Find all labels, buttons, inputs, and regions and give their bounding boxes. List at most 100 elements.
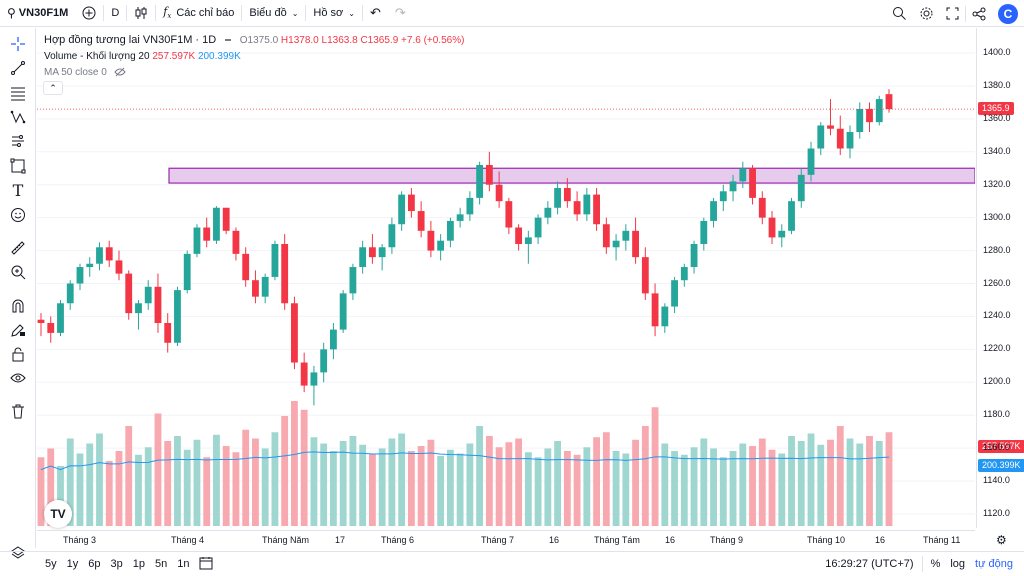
price-axis[interactable]: 1365.9 257.597K 200.399K 1400.0 1380.0 136… — [976, 28, 1024, 528]
candle-body — [135, 303, 142, 314]
quick-search-button[interactable] — [886, 0, 913, 27]
percent-scale-toggle[interactable]: % — [930, 558, 941, 570]
range-button-5y[interactable]: 5y — [45, 558, 57, 570]
log-scale-toggle[interactable]: log — [950, 558, 966, 570]
legend-title[interactable]: Hợp đồng tương lai VN30F1M · 1D — [44, 34, 217, 46]
candle-body — [330, 329, 337, 350]
symbol-search-button[interactable]: ⚲ VN30F1M — [0, 0, 75, 27]
lock-drawings-button[interactable] — [8, 320, 28, 340]
candle-body — [359, 247, 367, 268]
candle-body — [300, 362, 308, 386]
candles-icon — [135, 7, 147, 19]
volume-bar — [700, 438, 708, 526]
chart-type-button[interactable]: Biểu đồ ⌄ — [242, 0, 305, 27]
volume-bar — [76, 453, 84, 526]
volume-bar — [671, 451, 678, 526]
volume-bar — [768, 449, 776, 526]
volume-label[interactable]: Volume - Khối lượng 20 — [44, 51, 150, 62]
volume-bar — [554, 441, 562, 526]
eye-off-icon[interactable] — [113, 67, 126, 77]
date-ranges: 5y 1y 6p 3p 1p 5n 1n — [40, 558, 195, 570]
price-tick-label: 1200.0 — [983, 376, 1011, 387]
volume-bar — [563, 451, 571, 526]
divider — [103, 5, 105, 21]
ma-label[interactable]: MA 50 close 0 — [44, 67, 107, 78]
app-logo[interactable]: C — [992, 0, 1024, 27]
range-button-6p[interactable]: 6p — [88, 558, 101, 570]
fib-tool-button[interactable] — [8, 83, 28, 103]
range-button-3p[interactable]: 3p — [110, 558, 123, 570]
candle-body — [115, 260, 123, 274]
candle-body — [719, 191, 727, 202]
crosshair-icon — [11, 37, 25, 51]
clock-timezone[interactable]: 16:29:27 (UTC+7) — [825, 558, 914, 570]
divider — [155, 5, 157, 21]
range-button-1y[interactable]: 1y — [66, 558, 79, 570]
compare-symbol-button[interactable] — [75, 0, 103, 27]
magnet-tool-button[interactable] — [8, 296, 28, 316]
profile-button[interactable]: Hồ sơ ⌄ — [306, 0, 362, 27]
candle-body — [378, 247, 386, 258]
indicators-button[interactable]: fx Các chỉ báo — [156, 0, 241, 27]
candle-body — [612, 240, 620, 248]
indicators-label: Các chỉ báo — [176, 7, 235, 19]
goto-date-button[interactable] — [199, 556, 213, 573]
candle-body — [836, 128, 844, 149]
hide-drawings-button[interactable] — [8, 368, 28, 388]
tradingview-logo[interactable]: TV — [44, 500, 72, 528]
candle-body — [291, 303, 298, 363]
eye-icon — [10, 373, 26, 383]
volume-bar — [524, 452, 532, 526]
candle-body — [417, 211, 425, 231]
measure-tool-button[interactable] — [8, 238, 28, 258]
volume-bar — [729, 451, 737, 526]
candle-body — [807, 148, 815, 175]
range-button-1n[interactable]: 1n — [177, 558, 190, 570]
price-tick-label: 1400.0 — [983, 47, 1011, 57]
candle-body — [388, 224, 396, 248]
time-axis[interactable]: Tháng 3 Tháng 4 Tháng Năm 17 Tháng 6 Tháng 7 1… — [37, 530, 975, 548]
volume-bar — [446, 449, 454, 526]
volume-bar — [222, 446, 230, 526]
axis-settings-button[interactable]: ⚙ — [996, 533, 1007, 547]
pattern-tool-button[interactable] — [8, 107, 28, 127]
zoom-in-tool-button[interactable] — [8, 262, 28, 282]
interval-button[interactable]: D — [104, 0, 126, 27]
share-button[interactable] — [966, 0, 992, 27]
emoji-tool-button[interactable] — [8, 205, 28, 225]
chart-style-button[interactable] — [127, 0, 155, 27]
redo-button[interactable]: ↷ — [388, 0, 413, 27]
time-tick-label: Tháng 3 — [63, 535, 97, 545]
price-tick-label: 1120.0 — [983, 508, 1010, 518]
divider — [241, 5, 243, 21]
share-icon — [972, 7, 986, 20]
volume-bar — [846, 438, 854, 526]
volume-bar — [135, 454, 142, 526]
volume-bar — [174, 436, 181, 526]
range-button-1p[interactable]: 1p — [132, 558, 145, 570]
object-tree-button[interactable] — [8, 543, 28, 563]
candle-body — [554, 188, 562, 208]
prediction-tool-button[interactable] — [8, 131, 28, 151]
collapse-legend-button[interactable]: ⌃ — [43, 81, 63, 95]
volume-bar — [105, 461, 113, 526]
volume-bar — [758, 438, 766, 526]
price-chart[interactable] — [37, 28, 975, 528]
candle-body — [622, 230, 630, 241]
calendar-range-icon — [199, 556, 212, 569]
text-tool-button[interactable]: T — [8, 180, 28, 200]
candle-body — [164, 323, 172, 343]
remove-drawings-button[interactable] — [8, 401, 28, 421]
auto-scale-toggle[interactable]: tự động — [975, 558, 1013, 570]
trend-line-tool-button[interactable] — [8, 58, 28, 78]
shape-tool-button[interactable] — [8, 156, 28, 176]
range-button-5n[interactable]: 5n — [155, 558, 168, 570]
candle-body — [739, 168, 747, 182]
crosshair-tool-button[interactable] — [8, 34, 28, 54]
lock-button[interactable] — [8, 344, 28, 364]
undo-button[interactable]: ↶ — [363, 0, 388, 27]
volume-bar — [164, 441, 172, 526]
fullscreen-button[interactable] — [940, 0, 965, 27]
settings-button[interactable] — [913, 0, 940, 27]
volume-bar — [807, 433, 815, 526]
